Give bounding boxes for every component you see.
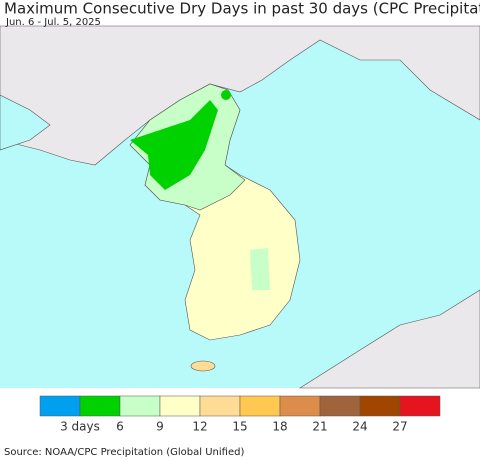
legend: 3 days 6 9 12 15 18 21 24 27	[39, 395, 441, 434]
legend-tick-label: 18	[272, 420, 287, 434]
legend-swatch	[119, 395, 161, 417]
title: Maximum Consecutive Dry Days in past 30 …	[4, 0, 480, 18]
japan	[298, 289, 480, 389]
source: Source: NOAA/CPC Precipitation (Global U…	[4, 447, 244, 458]
legend-tick-label: 3 days	[60, 420, 100, 434]
legend-swatch	[79, 395, 121, 417]
island	[190, 360, 216, 372]
legend-tick-label: 27	[392, 420, 407, 434]
south-patch	[250, 248, 270, 290]
legend-swatch	[239, 395, 281, 417]
legend-tick-label: 9	[156, 420, 164, 434]
legend-swatch	[359, 395, 401, 417]
legend-swatch	[199, 395, 241, 417]
legend-tick-label: 15	[232, 420, 247, 434]
legend-tick-label: 12	[192, 420, 207, 434]
legend-swatch	[39, 395, 81, 417]
legend-tick-label: 6	[116, 420, 124, 434]
subtitle: Jun. 6 - Jul. 5, 2025	[5, 17, 101, 28]
bay	[0, 94, 51, 151]
legend-swatch	[159, 395, 201, 417]
map	[0, 25, 480, 389]
dry-zone	[130, 100, 218, 190]
legend-swatch	[399, 395, 441, 417]
legend-tick-label: 21	[312, 420, 327, 434]
legend-swatch	[279, 395, 321, 417]
legend-swatch	[319, 395, 361, 417]
dry-spot	[221, 90, 231, 100]
legend-tick-label: 24	[352, 420, 367, 434]
mainland	[0, 25, 480, 166]
